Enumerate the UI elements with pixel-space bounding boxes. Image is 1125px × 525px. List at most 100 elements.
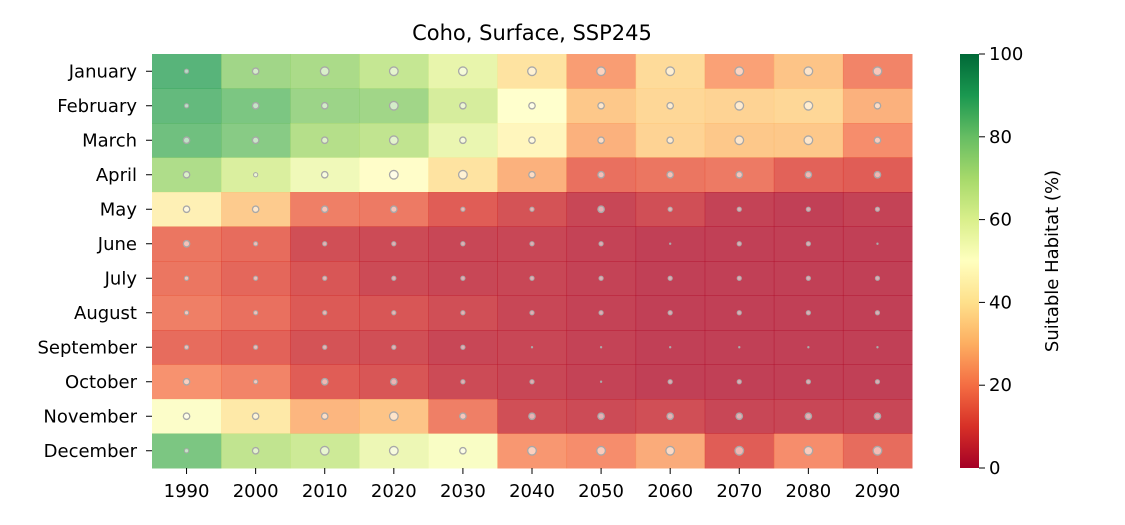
cell-marker [665,445,676,456]
cell-marker [253,344,259,350]
cell-marker [803,135,814,146]
cell-marker [388,66,399,77]
colorbar-tick-label: 40 [989,292,1012,313]
cell-marker [182,136,191,145]
cell-marker [805,379,811,385]
cell-marker [459,446,467,455]
cell-marker [388,445,399,456]
cell-marker [251,136,260,145]
cell-marker [874,379,881,385]
cell-marker [459,136,467,145]
cell-marker [388,411,399,422]
cell-marker [873,136,882,145]
cell-marker [251,205,260,214]
y-axis: January February March April May June July Augu… [38,61,152,462]
cell-marker [322,275,328,281]
cell-marker [459,412,467,421]
y-tick-label: May [100,199,138,220]
cell-marker [597,205,605,214]
cell-marker [598,310,604,316]
cell-marker [527,445,537,456]
cell-marker [597,101,605,110]
cell-marker [668,346,672,349]
cell-marker [457,169,468,180]
cell-marker [388,135,399,146]
colorbar-tick-label: 60 [989,210,1012,231]
cell-marker [872,445,883,456]
cell-marker [665,66,676,77]
cell-marker [876,242,879,245]
cell-marker [873,170,882,179]
cell-marker [804,412,813,421]
cell-marker [876,346,879,349]
cell-marker [183,310,190,316]
x-tick-label: 2060 [647,481,693,502]
cell-marker [319,445,330,456]
cell-marker [803,66,814,77]
x-tick-label: 2030 [440,481,486,502]
cell-marker [391,241,397,247]
cell-marker [528,412,536,421]
cell-marker [668,242,672,245]
y-tick-label: January [68,61,138,82]
y-tick-label: September [38,337,138,358]
cell-marker [391,310,397,316]
x-tick-label: 2070 [716,481,762,502]
cell-marker [459,101,467,110]
cell-marker [320,412,329,421]
cell-marker [667,310,673,316]
x-tick-label: 2020 [371,481,417,502]
cell-marker [322,310,328,316]
cell-marker [874,275,881,281]
cell-marker [666,412,675,421]
cell-marker [389,377,398,386]
x-tick-label: 2050 [578,481,624,502]
cell-marker [460,241,466,247]
cell-marker [388,100,399,111]
x-tick-label: 2010 [302,481,348,502]
cell-marker [599,346,603,349]
x-tick-label: 1990 [164,481,210,502]
cell-marker [460,379,466,385]
cell-marker [736,206,742,212]
cell-marker [736,310,742,316]
heatmap-markers [182,66,883,456]
cell-marker [734,100,745,111]
y-tick-label: October [65,372,138,393]
cell-marker [251,101,260,110]
cell-marker [182,377,191,386]
cell-marker [320,205,329,214]
y-tick-label: November [43,406,137,427]
cell-marker [596,445,607,456]
cell-marker [872,66,883,77]
x-tick-label: 2080 [785,481,831,502]
cell-marker [253,379,259,385]
cell-marker [735,412,744,421]
cell-marker [182,239,191,248]
cell-marker [735,170,744,179]
cell-marker [738,346,741,349]
cell-marker [527,66,537,77]
colorbar-label: Suitable Habitat (%) [1042,170,1063,352]
cell-marker [807,346,810,349]
cell-marker [666,170,675,179]
cell-marker [529,379,535,385]
colorbar-tick-label: 20 [989,375,1012,396]
cell-marker [391,275,397,281]
cell-marker [460,344,466,350]
y-tick-label: July [104,268,138,289]
cell-marker [183,68,190,74]
cell-marker [597,412,605,421]
cell-marker [529,206,535,212]
y-tick-label: February [57,96,137,117]
cell-marker [388,169,399,180]
cell-marker [666,136,675,145]
cell-marker [251,446,260,455]
x-tick-label: 2090 [855,481,901,502]
cell-marker [596,66,607,77]
cell-marker [874,206,881,212]
cell-marker [528,136,536,145]
cell-marker [391,344,397,350]
cell-marker [734,445,745,456]
cell-marker [322,241,328,247]
